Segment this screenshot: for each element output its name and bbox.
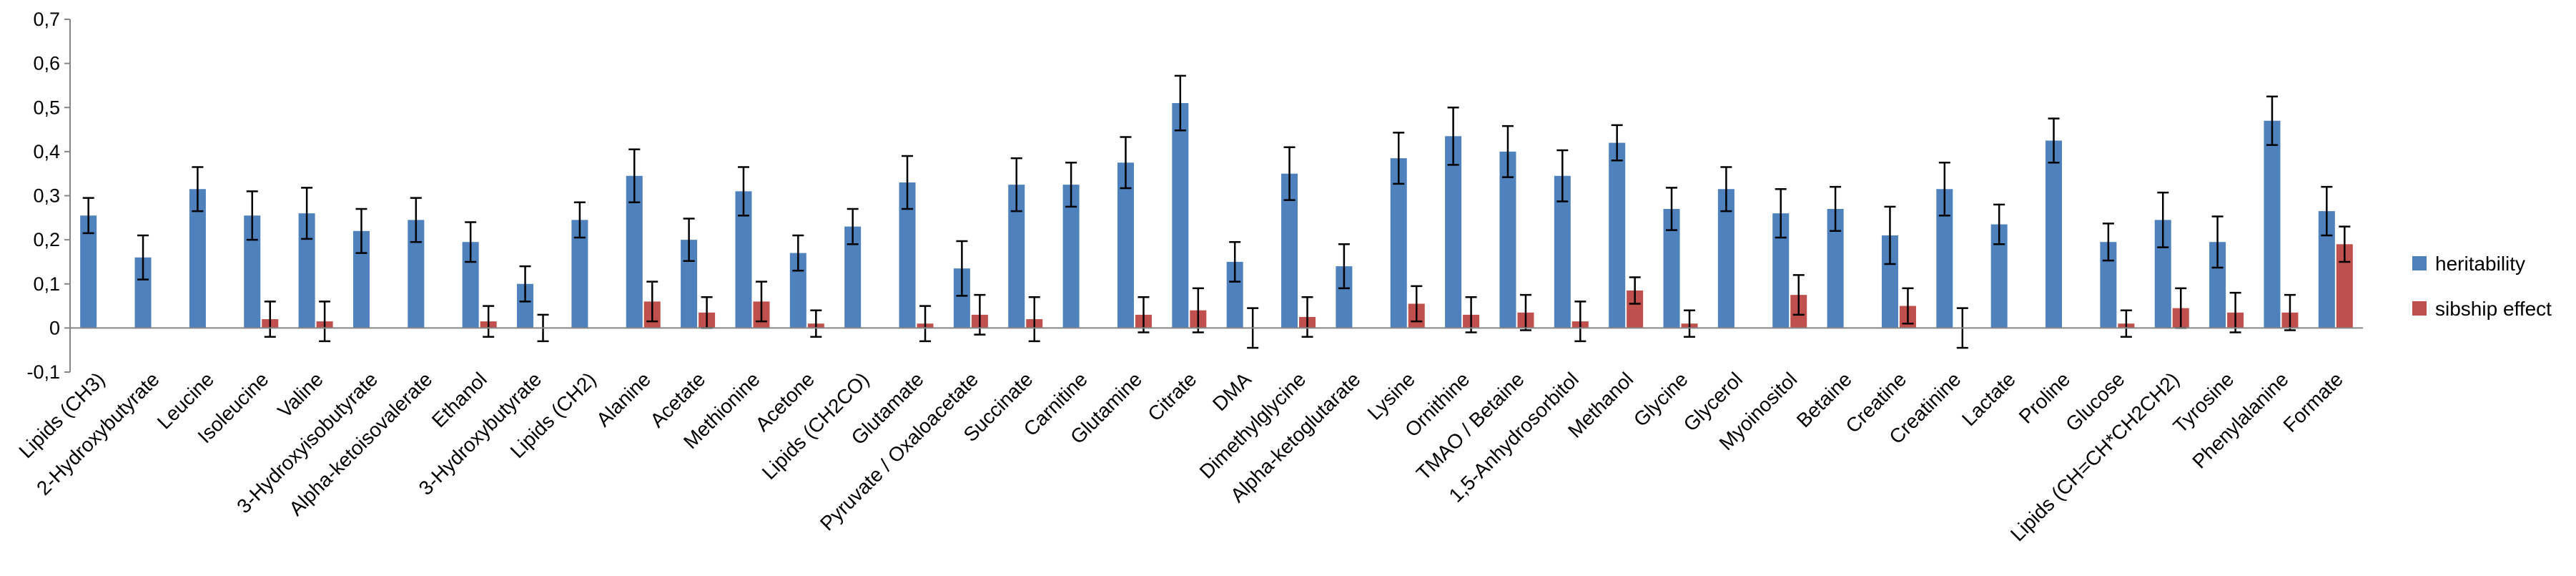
bar-heritability xyxy=(1062,185,1080,328)
y-tick-label: 0,2 xyxy=(33,229,60,250)
bar-heritability xyxy=(2318,211,2335,328)
y-axis: -0,1 0 0,1 0,2 0,3 0,4 0,5 0,6 0,7 xyxy=(26,9,71,383)
bar-heritability xyxy=(1172,103,1189,328)
y-tick-label: 0,4 xyxy=(33,141,60,162)
bar-heritability xyxy=(571,220,588,328)
bar-heritability xyxy=(1990,224,2008,328)
x-category-label: Lactate xyxy=(1958,368,2020,430)
bar-heritability xyxy=(134,257,152,328)
y-tick-label: 0,7 xyxy=(33,9,60,30)
x-category-label: DMA xyxy=(1208,368,1255,415)
bar-heritability xyxy=(1336,266,1353,328)
bar-heritability xyxy=(1717,189,1734,328)
bar-heritability xyxy=(1117,162,1134,328)
bar-heritability xyxy=(1008,185,1025,328)
bar-sibship-effect xyxy=(2336,244,2353,328)
legend: heritability sibship effect xyxy=(2412,253,2552,320)
bar-heritability xyxy=(244,215,261,328)
bar-heritability xyxy=(2264,120,2281,328)
bar-heritability xyxy=(899,182,916,328)
bar-heritability xyxy=(2100,242,2117,328)
bar-heritability xyxy=(352,230,370,328)
bar-heritability xyxy=(1772,213,1790,328)
bar-heritability xyxy=(1390,158,1407,328)
y-tick-label: 0,3 xyxy=(33,185,60,207)
bar-heritability xyxy=(1445,136,1462,328)
bar-heritability xyxy=(1609,142,1626,328)
error-bars-layer xyxy=(82,74,2351,349)
legend-swatch xyxy=(2412,301,2427,316)
x-category-label: Phenylalanine xyxy=(2188,368,2292,472)
y-tick-label: 0 xyxy=(49,317,60,338)
bar-heritability xyxy=(2045,140,2063,328)
bar-heritability xyxy=(189,189,206,328)
bar-heritability xyxy=(1881,235,1898,328)
bar-heritability xyxy=(298,213,315,328)
bar-heritability xyxy=(1827,208,1844,328)
x-category-label: Valine xyxy=(273,368,327,421)
x-category-label: Alanine xyxy=(592,368,655,431)
bar-heritability xyxy=(80,215,97,328)
legend-swatch xyxy=(2412,256,2427,270)
x-category-label: Citrate xyxy=(1143,368,1200,425)
bar-heritability xyxy=(1281,173,1298,328)
bar-heritability xyxy=(626,175,643,328)
bar-sibship-effect xyxy=(1627,290,1644,328)
y-tick-label: 0,5 xyxy=(33,97,60,118)
bar-heritability xyxy=(1663,208,1680,328)
bar-heritability xyxy=(517,283,534,328)
x-axis: Lipids (CH3)2-HydroxybutyrateLeucineIsol… xyxy=(14,327,2363,545)
bar-heritability xyxy=(1226,261,1243,328)
bar-heritability xyxy=(462,242,479,328)
x-category-label: Formate xyxy=(2279,368,2347,436)
legend-label: sibship effect xyxy=(2435,298,2552,320)
bar-heritability xyxy=(953,268,970,328)
bar-heritability xyxy=(789,253,806,328)
bars-layer xyxy=(80,103,2353,328)
bar-heritability xyxy=(1936,189,1953,328)
y-tick-label: 0,1 xyxy=(33,273,60,295)
bar-heritability xyxy=(1554,175,1571,328)
legend-label: heritability xyxy=(2435,253,2525,275)
bar-heritability xyxy=(735,191,752,328)
bar-heritability xyxy=(844,226,862,328)
bar-heritability xyxy=(408,220,425,328)
y-tick-label: 0,6 xyxy=(33,53,60,74)
y-tick-label: -0,1 xyxy=(26,361,60,383)
bar-heritability xyxy=(2209,242,2226,328)
bar-heritability xyxy=(1499,151,1516,328)
